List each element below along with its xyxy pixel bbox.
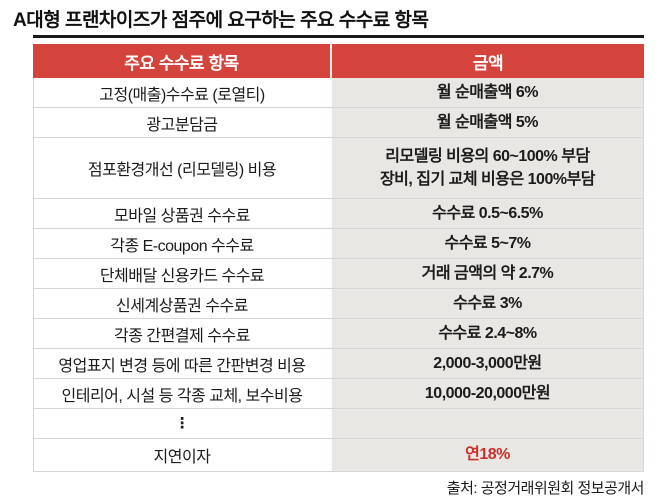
table-row-royalty: 고정(매출)수수료 (로열티) 월 순매출액 6% [34,78,643,108]
item-cell: 각종 E-coupon 수수료 [34,229,330,258]
header-amount-column: 금액 [329,44,644,78]
table-row-shinsegae-voucher: 신세계상품권 수수료 수수료 3% [34,289,643,319]
source-credit: 출처: 공정거래위원회 정보공개서 [446,480,645,497]
table-row-signage: 영업표지 변경 등에 따른 간판변경 비용 2,000-3,000만원 [34,349,643,379]
page-title: A대형 프랜차이즈가 점주에 요구하는 주요 수수료 항목 [13,10,429,31]
table-row-late-interest: 지연이자 연18% [34,439,643,472]
amount-cell: 수수료 0.5~6.5% [329,199,643,228]
table-row-delivery-card: 단체배달 신용카드 수수료 거래 금액의 약 2.7% [34,259,643,289]
amount-cell: 10,000-20,000만원 [329,379,643,408]
amount-cell: 수수료 2.4~8% [329,319,643,348]
table-row-mobile-voucher: 모바일 상품권 수수료 수수료 0.5~6.5% [34,199,643,229]
table-row-interior: 인테리어, 시설 등 각종 교체, 보수비용 10,000-20,000만원 [34,379,643,409]
amount-line-1: 리모델링 비용의 60~100% 부담 [385,147,590,165]
item-cell: 신세계상품권 수수료 [34,289,330,318]
amount-cell [329,409,643,438]
table-row-easy-payment: 각종 간편결제 수수료 수수료 2.4~8% [34,319,643,349]
amount-cell: 월 순매출액 6% [329,78,643,107]
item-cell: 고정(매출)수수료 (로열티) [34,78,330,107]
amount-cell: 2,000-3,000만원 [329,349,643,378]
item-cell: 모바일 상품권 수수료 [34,199,330,228]
fee-table: 주요 수수료 항목 금액 고정(매출)수수료 (로열티) 월 순매출액 6% 광… [33,35,644,472]
header-item-column: 주요 수수료 항목 [124,53,239,73]
amount-cell: 수수료 3% [329,289,643,318]
amount-cell: 리모델링 비용의 60~100% 부담 장비, 집기 교체 비용은 100%부담 [329,138,643,198]
table-row-ad-fund: 광고분담금 월 순매출액 5% [34,108,643,138]
table-row-ellipsis: ⋮ [34,409,643,439]
vertical-ellipsis: ⋮ [174,415,190,432]
item-cell: 영업표지 변경 등에 따른 간판변경 비용 [34,349,330,378]
item-cell: 인테리어, 시설 등 각종 교체, 보수비용 [34,379,330,408]
amount-cell: 월 순매출액 5% [329,108,643,137]
item-cell: 단체배달 신용카드 수수료 [34,259,330,288]
item-cell: ⋮ [34,409,330,438]
table-row-remodeling: 점포환경개선 (리모델링) 비용 리모델링 비용의 60~100% 부담 장비,… [34,138,643,199]
amount-line-2: 장비, 집기 교체 비용은 100%부담 [379,171,596,188]
item-cell: 광고분담금 [34,108,330,137]
item-cell: 점포환경개선 (리모델링) 비용 [34,138,330,198]
table-header-row: 주요 수수료 항목 금액 [33,44,644,78]
item-cell: 각종 간편결제 수수료 [34,319,330,348]
table-body: 고정(매출)수수료 (로열티) 월 순매출액 6% 광고분담금 월 순매출액 5… [33,78,644,472]
item-cell: 지연이자 [34,439,330,471]
infographic-page: A대형 프랜차이즈가 점주에 요구하는 주요 수수료 항목 주요 수수료 항목 … [0,10,658,497]
table-row-ecoupon: 각종 E-coupon 수수료 수수료 5~7% [34,229,643,259]
amount-cell: 수수료 5~7% [329,229,643,258]
amount-cell: 거래 금액의 약 2.7% [329,259,643,288]
amount-cell-late-fee: 연18% [329,439,643,471]
